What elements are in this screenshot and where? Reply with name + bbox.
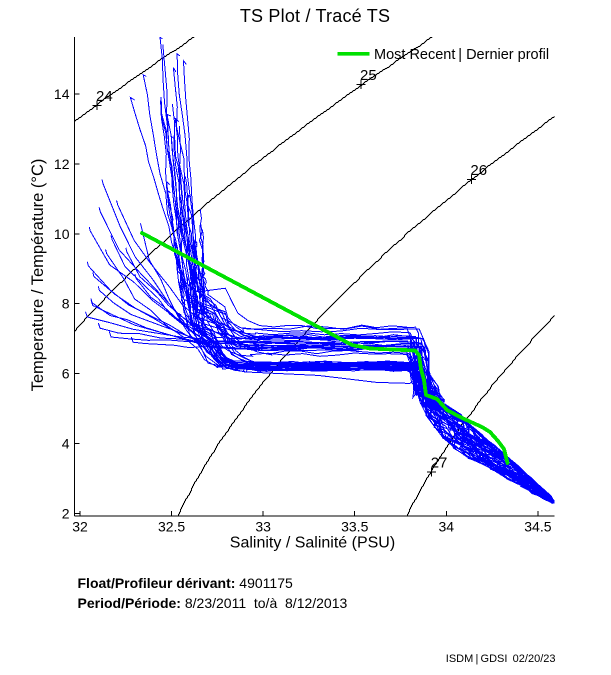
svg-text:34.5: 34.5: [524, 519, 551, 535]
svg-text:Temperature / Température (°C): Temperature / Température (°C): [29, 159, 47, 392]
svg-text:34: 34: [439, 519, 455, 535]
svg-text:24: 24: [96, 88, 113, 105]
svg-text:27: 27: [431, 455, 448, 472]
svg-text:33.5: 33.5: [341, 519, 368, 535]
svg-text:Period/Période: 8/23/2011 to/: Period/Période: 8/23/2011 to/à 8/12/2013: [78, 595, 348, 611]
svg-text:10: 10: [54, 226, 70, 242]
svg-text:25: 25: [360, 67, 377, 84]
svg-text:4: 4: [62, 436, 70, 452]
svg-text:8: 8: [62, 296, 70, 312]
svg-text:12: 12: [54, 156, 70, 172]
svg-text:TS Plot / Tracé TS: TS Plot / Tracé TS: [240, 6, 390, 26]
svg-text:2: 2: [62, 506, 70, 522]
svg-text:Salinity / Salinité (PSU): Salinity / Salinité (PSU): [230, 535, 395, 552]
svg-text:33: 33: [255, 519, 271, 535]
svg-text:Float/Profileur dérivant: 4901: Float/Profileur dérivant: 4901175: [78, 575, 293, 591]
svg-text:ISDM | GDSI 02/20/23: ISDM | GDSI 02/20/23: [446, 653, 556, 665]
svg-text:14: 14: [54, 86, 70, 102]
svg-text:32: 32: [72, 519, 88, 535]
svg-text:26: 26: [470, 162, 487, 179]
svg-text:32.5: 32.5: [158, 519, 185, 535]
svg-text:Most Recent | Dernier profil: Most Recent | Dernier profil: [374, 47, 549, 63]
svg-text:6: 6: [62, 366, 70, 382]
